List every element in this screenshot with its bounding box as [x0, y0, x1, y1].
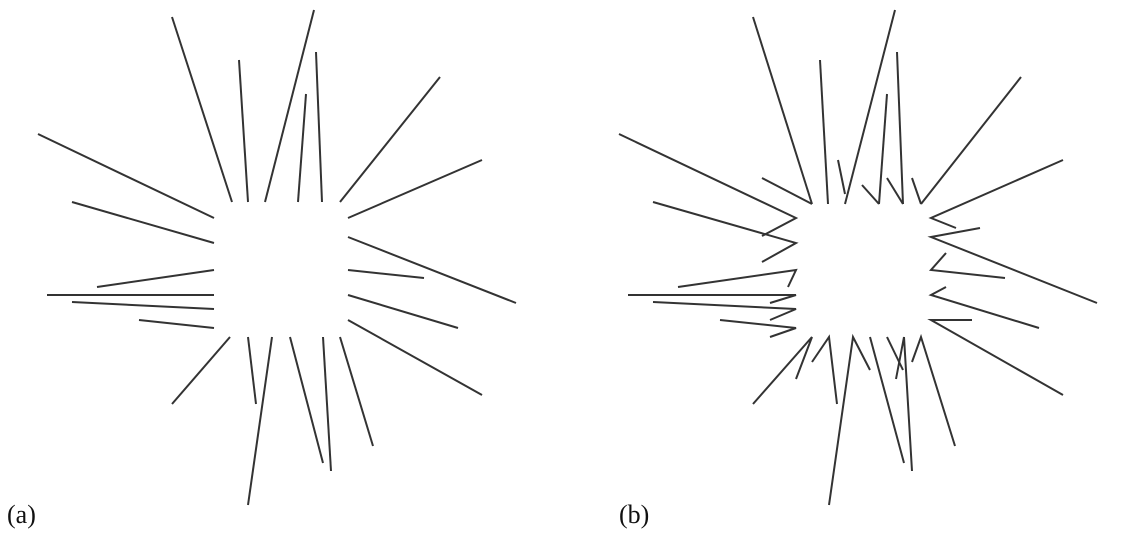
panel-b-line-21: [928, 286, 1040, 329]
panel-a-line-1: [171, 16, 233, 203]
panel-b-line-20: [928, 252, 1006, 279]
panel-a-line-15: [347, 269, 425, 279]
panel-b-line-23: [752, 336, 813, 405]
panel-b-line-8: [761, 177, 813, 205]
panel-b-label: (b): [619, 500, 650, 529]
panel-a-line-2: [238, 59, 249, 203]
panel-b-line-28: [895, 336, 913, 472]
panel-b-line-27: [886, 336, 904, 371]
panel-a-starburst: [37, 9, 517, 506]
panel-a-line-16: [347, 294, 459, 329]
panel-b-line-19: [927, 227, 1098, 304]
panel-b-line-18: [719, 319, 797, 338]
panel-b-line-26: [869, 336, 905, 464]
panel-b-line-15: [677, 268, 798, 288]
panel-a-line-12: [71, 301, 215, 310]
panel-a-line-3: [264, 9, 315, 203]
panel-a-line-10: [96, 269, 215, 288]
panel-a-line-18: [171, 336, 231, 405]
panel-b-line-22: [927, 319, 1064, 396]
panel-a-line-8: [37, 133, 215, 219]
panel-a-line-7: [347, 159, 483, 219]
panel-b-line-1: [752, 16, 813, 205]
panel-a-line-6: [339, 76, 441, 203]
panel-a-line-17: [347, 319, 483, 396]
panel-b-line-17: [652, 301, 797, 321]
panel-a-line-21: [289, 336, 324, 464]
panel-a-line-20: [247, 336, 273, 506]
panel-b-line-12: [911, 177, 922, 205]
panel-b-line-5: [896, 51, 904, 205]
panel-b-starburst: [618, 9, 1098, 506]
panel-b-line-9: [837, 159, 846, 195]
panel-a-line-9: [71, 201, 215, 244]
panel-b-line-3: [844, 9, 896, 205]
panel-a-line-23: [339, 336, 374, 447]
panel-a-line-5: [315, 51, 323, 203]
panel-b-line-13: [618, 133, 799, 237]
panel-a-line-22: [322, 336, 332, 472]
panel-b-line-29: [911, 333, 956, 447]
panel-a-line-4: [297, 93, 307, 203]
panel-a-label: (a): [7, 500, 36, 529]
panel-b-line-2: [819, 59, 829, 205]
panel-b-line-4: [878, 93, 888, 205]
panel-b-line-25: [828, 333, 871, 506]
panel-a-line-19: [247, 336, 257, 405]
panel-b-line-24: [811, 334, 838, 405]
panel-b-line-16: [628, 294, 797, 304]
panel-b-line-6: [920, 76, 1022, 205]
panel-b-line-11: [886, 177, 904, 205]
panel-b-line-10: [861, 184, 880, 205]
panel-a-line-13: [138, 319, 215, 329]
panel-b-line-14: [652, 201, 799, 263]
panel-b-line-7: [928, 159, 1064, 229]
panel-a-line-14: [347, 236, 517, 304]
